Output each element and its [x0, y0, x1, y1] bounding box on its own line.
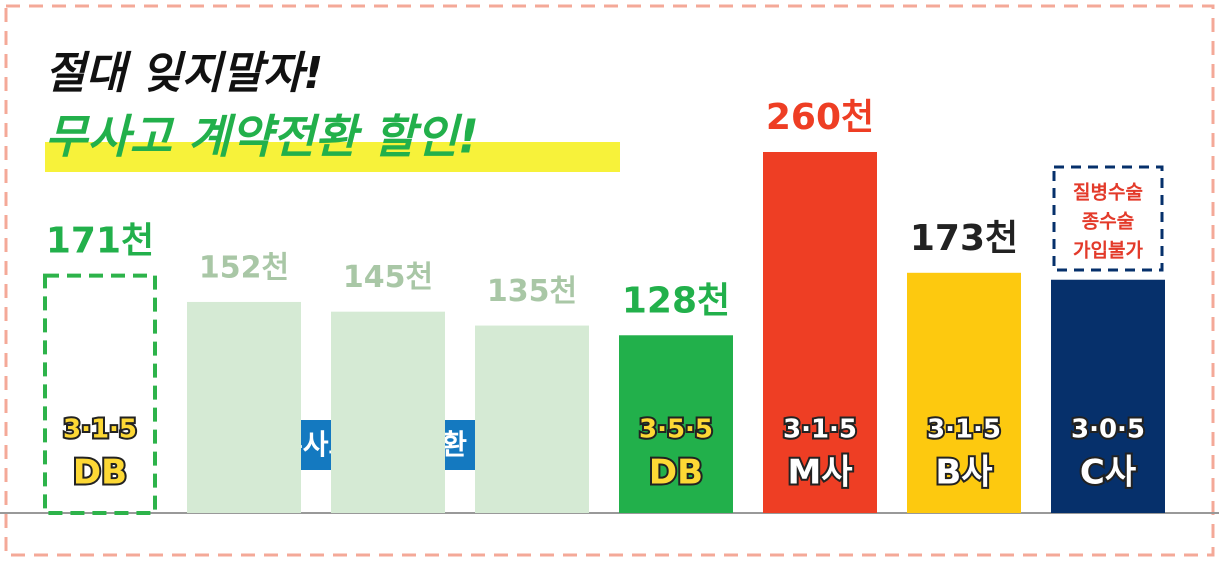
- bar-plan: 3·1·5: [927, 415, 1001, 445]
- value-label: 173천: [910, 218, 1018, 259]
- bar-plan: 3·5·5: [639, 415, 713, 445]
- bar: [475, 325, 589, 513]
- bar: [619, 335, 733, 513]
- note-box: [1052, 165, 1164, 272]
- value-label: 145천: [343, 260, 433, 295]
- bar: [1051, 279, 1165, 513]
- bar-category: C사: [1080, 453, 1136, 493]
- value-label: 260천: [766, 97, 874, 138]
- bar: [43, 273, 157, 516]
- highlight: [45, 142, 620, 172]
- bar-category: DB: [73, 453, 127, 493]
- bar: [763, 152, 877, 513]
- chart-subtitle: 무사고 계약전환 할인!: [45, 110, 479, 164]
- bar: [907, 272, 1021, 513]
- note-line: 가입불가: [1073, 240, 1143, 262]
- value-label: 171천: [46, 221, 154, 262]
- bar-category: M사: [787, 453, 852, 493]
- bar-plan: 3·1·5: [63, 415, 137, 445]
- value-label: 135천: [487, 274, 577, 309]
- bar: [331, 311, 445, 513]
- bar: [187, 301, 301, 513]
- value-label: 152천: [199, 250, 289, 285]
- note-line: 종수술: [1082, 211, 1134, 233]
- bar-category: DB: [649, 453, 703, 493]
- bar-plan: 3·0·5: [1071, 415, 1145, 445]
- value-label: 128천: [622, 280, 730, 321]
- bar-plan: 3·1·5: [783, 415, 857, 445]
- note-line: 질병수술: [1073, 182, 1143, 204]
- bar-category: B사: [935, 453, 992, 493]
- chart-title: 절대 잊지말자!: [45, 48, 323, 99]
- frame: [4, 4, 1215, 557]
